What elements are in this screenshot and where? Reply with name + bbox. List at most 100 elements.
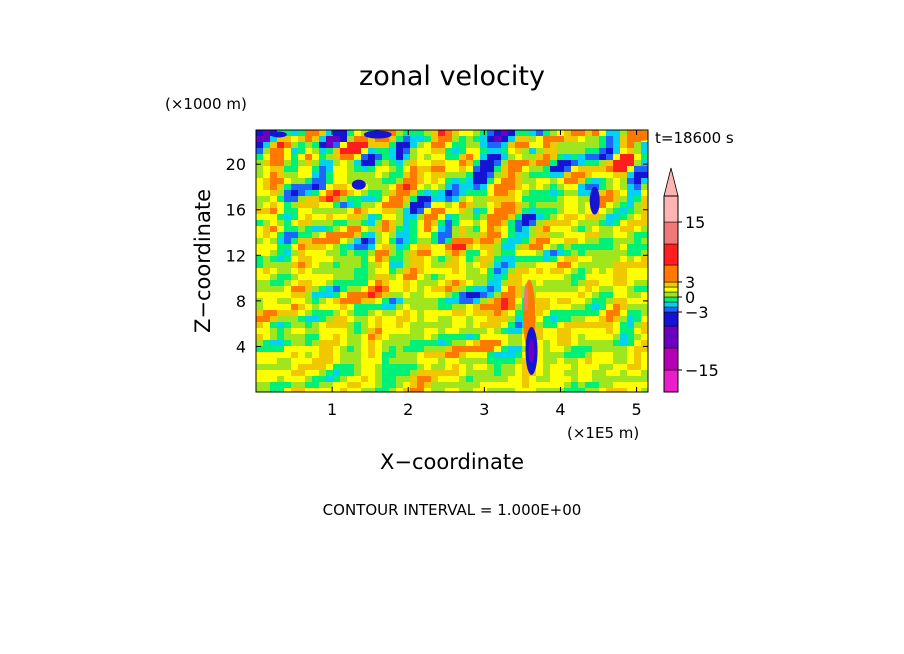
field-cell xyxy=(557,172,565,179)
field-cell xyxy=(641,310,648,317)
field-cell xyxy=(564,154,572,161)
field-cell xyxy=(284,136,292,143)
field-cell xyxy=(543,382,551,389)
field-cell xyxy=(592,340,600,347)
field-cell xyxy=(368,292,376,299)
field-cell xyxy=(508,322,516,329)
field-cell xyxy=(487,214,495,221)
field-cell xyxy=(340,292,348,299)
field-cell xyxy=(403,196,411,203)
field-cell xyxy=(431,250,439,257)
field-cell xyxy=(613,142,621,149)
field-cell xyxy=(487,148,495,155)
field-cell xyxy=(620,376,628,383)
field-cell xyxy=(599,250,607,257)
field-cell xyxy=(508,214,516,221)
field-cell xyxy=(340,298,348,305)
field-cell xyxy=(263,208,271,215)
field-cell xyxy=(333,232,341,239)
field-cell xyxy=(256,358,264,365)
field-cell xyxy=(592,166,600,173)
field-cell xyxy=(606,208,614,215)
field-cell xyxy=(340,250,348,257)
field-cell xyxy=(438,328,446,335)
field-cell xyxy=(382,202,390,209)
field-cell xyxy=(284,160,292,167)
field-cell xyxy=(445,364,453,371)
field-cell xyxy=(466,136,474,143)
field-cell xyxy=(508,136,516,143)
field-cell xyxy=(494,340,502,347)
field-cell xyxy=(389,202,397,209)
colorbar-level xyxy=(663,301,679,308)
field-cell xyxy=(298,376,306,383)
field-cell xyxy=(263,238,271,245)
field-cell xyxy=(522,172,530,179)
field-cell xyxy=(466,160,474,167)
field-cell xyxy=(438,298,446,305)
field-cell xyxy=(557,262,565,269)
field-cell xyxy=(634,340,642,347)
field-cell xyxy=(368,268,376,275)
field-cell xyxy=(256,268,264,275)
field-cell xyxy=(550,142,558,149)
field-cell xyxy=(368,364,376,371)
field-cell xyxy=(270,166,278,173)
field-cell xyxy=(291,316,299,323)
field-cell xyxy=(557,256,565,263)
field-cell xyxy=(263,280,271,287)
field-cell xyxy=(606,166,614,173)
field-cell xyxy=(564,388,572,392)
field-cell xyxy=(564,322,572,329)
field-cell xyxy=(270,382,278,389)
field-cell xyxy=(515,136,523,143)
field-cell xyxy=(627,376,635,383)
colorbar-level xyxy=(663,369,679,393)
field-cell xyxy=(347,196,355,203)
field-cell xyxy=(333,328,341,335)
field-cell xyxy=(305,328,313,335)
field-cell xyxy=(459,286,467,293)
field-cell xyxy=(438,334,446,341)
field-cell xyxy=(480,244,488,251)
field-cell xyxy=(396,142,404,149)
field-cell xyxy=(564,340,572,347)
field-cell xyxy=(536,184,544,191)
field-cell xyxy=(585,196,593,203)
field-cell xyxy=(599,298,607,305)
field-cell xyxy=(613,370,621,377)
field-cell xyxy=(578,214,586,221)
field-cell xyxy=(438,358,446,365)
field-cell xyxy=(634,238,642,245)
colorbar-tick-label: 15 xyxy=(685,213,705,232)
field-cell xyxy=(277,340,285,347)
field-cell xyxy=(312,226,320,233)
field-cell xyxy=(487,178,495,185)
field-cell xyxy=(634,298,642,305)
field-cell xyxy=(326,226,334,233)
field-cell xyxy=(466,328,474,335)
field-cell xyxy=(305,304,313,311)
field-cell xyxy=(536,340,544,347)
field-cell xyxy=(445,388,453,392)
field-cell xyxy=(634,334,642,341)
field-cell xyxy=(543,280,551,287)
field-cell xyxy=(256,184,264,191)
field-cell xyxy=(599,172,607,179)
field-cell xyxy=(305,316,313,323)
field-cell xyxy=(459,154,467,161)
field-feature xyxy=(633,130,648,141)
field-cell xyxy=(347,190,355,197)
field-cell xyxy=(291,148,299,155)
field-cell xyxy=(361,262,369,269)
field-cell xyxy=(396,130,404,137)
field-cell xyxy=(431,178,439,185)
field-cell xyxy=(620,214,628,221)
field-cell xyxy=(480,250,488,257)
field-cell xyxy=(368,166,376,173)
field-cell xyxy=(424,346,432,353)
field-cell xyxy=(340,142,348,149)
field-cell xyxy=(424,286,432,293)
field-cell xyxy=(277,178,285,185)
field-cell xyxy=(494,388,502,392)
